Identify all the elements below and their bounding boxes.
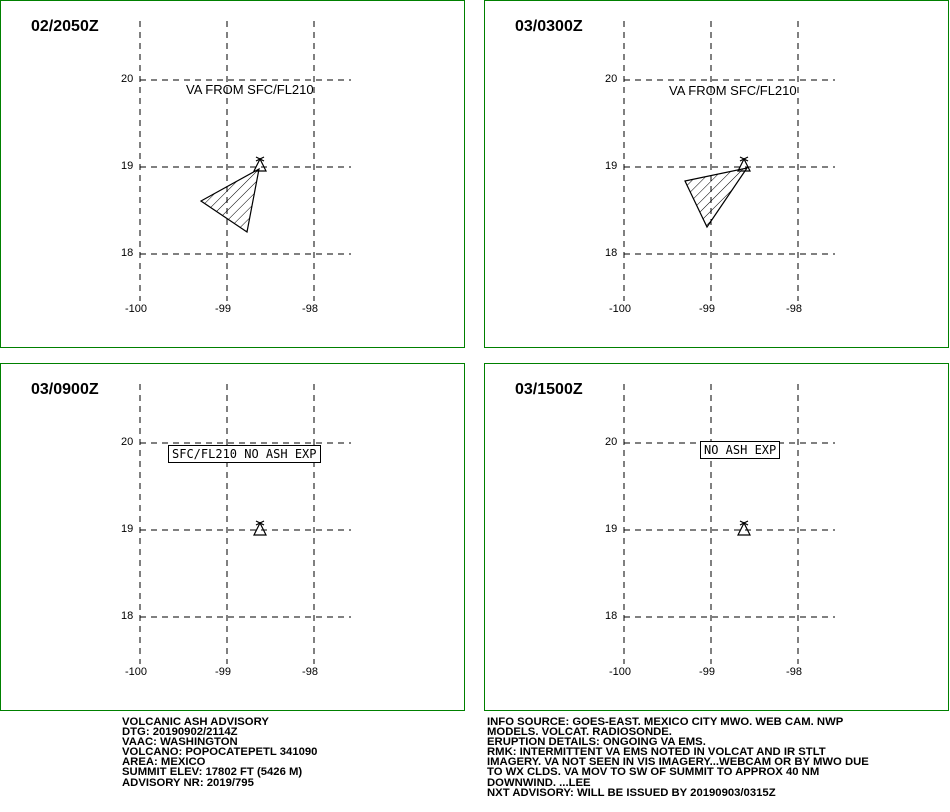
map-grid bbox=[139, 21, 351, 301]
advisory-line: MODELS. VOLCAT. RADIOSONDE. bbox=[487, 726, 672, 739]
volcano-icon bbox=[253, 520, 267, 536]
lat-label: 19 bbox=[121, 523, 134, 535]
advisory-line: SUMMIT ELEV: 17802 FT (5426 M) bbox=[122, 766, 303, 779]
ash-area bbox=[199, 167, 260, 234]
advisory-line: VOLCANIC ASH ADVISORY bbox=[122, 716, 269, 728]
lon-label: -98 bbox=[786, 303, 802, 315]
forecast-panel-3: 03/0900Z SFC/FL210 NO ASH EXP 20 19 18 -… bbox=[0, 363, 465, 711]
advisory-line: VAAC: WASHINGTON bbox=[122, 736, 238, 749]
advisory-line: ADVISORY NR: 2019/795 bbox=[122, 776, 254, 789]
advisory-line: ERUPTION DETAILS: ONGOING VA EMS. bbox=[487, 736, 706, 749]
ash-area bbox=[684, 167, 749, 229]
lat-label: 18 bbox=[605, 247, 618, 259]
panel-time: 02/2050Z bbox=[31, 18, 99, 35]
lat-label: 18 bbox=[605, 610, 618, 622]
forecast-panel-1: 02/2050Z VA FROM SFC/FL210 20 19 18 -100… bbox=[0, 0, 465, 348]
advisory-left: VOLCANIC ASH ADVISORY DTG: 20190902/2114… bbox=[122, 716, 318, 789]
lon-label: -99 bbox=[699, 303, 715, 315]
lon-label: -99 bbox=[215, 303, 231, 315]
advisory-line: VOLCANO: POPOCATEPETL 341090 bbox=[122, 746, 318, 759]
forecast-panel-4: 03/1500Z NO ASH EXP 20 19 18 -100 -99 -9… bbox=[484, 363, 949, 711]
lon-label: -100 bbox=[608, 666, 632, 678]
lat-label: 20 bbox=[605, 436, 618, 448]
lat-label: 20 bbox=[605, 73, 618, 85]
lat-label: 19 bbox=[605, 160, 618, 172]
advisory-line: AREA: MEXICO bbox=[122, 756, 206, 769]
lat-label: 19 bbox=[121, 160, 134, 172]
lon-label: -100 bbox=[608, 303, 632, 315]
forecast-panel-2: 03/0300Z VA FROM SFC/FL210 20 19 18 -100… bbox=[484, 0, 949, 348]
lon-label: -98 bbox=[302, 303, 318, 315]
lon-label: -98 bbox=[302, 666, 318, 678]
advisory-line: IMAGERY. VA NOT SEEN IN VIS IMAGERY...WE… bbox=[487, 756, 869, 769]
lat-label: 20 bbox=[121, 436, 134, 448]
lon-label: -100 bbox=[124, 666, 148, 678]
panel-time: 03/0300Z bbox=[515, 18, 583, 35]
lat-label: 18 bbox=[121, 610, 134, 622]
lat-label: 20 bbox=[121, 73, 134, 85]
panel-time: 03/0900Z bbox=[31, 381, 99, 398]
ash-label: VA FROM SFC/FL210 bbox=[669, 83, 797, 98]
volcano-icon bbox=[737, 156, 751, 172]
volcano-icon bbox=[737, 520, 751, 536]
map-grid bbox=[623, 384, 835, 664]
advisory-line: RMK: INTERMITTENT VA EMS NOTED IN VOLCAT… bbox=[487, 746, 826, 759]
advisory-line: DTG: 20190902/2114Z bbox=[122, 726, 238, 739]
advisory-line: NXT ADVISORY: WILL BE ISSUED BY 20190903… bbox=[487, 786, 776, 799]
advisory-line: INFO SOURCE: GOES-EAST. MEXICO CITY MWO.… bbox=[487, 716, 844, 728]
ash-label: VA FROM SFC/FL210 bbox=[186, 82, 314, 97]
no-ash-label: SFC/FL210 NO ASH EXP bbox=[168, 445, 321, 463]
advisory-line: DOWNWIND. ...LEE bbox=[487, 776, 591, 789]
advisory-right: INFO SOURCE: GOES-EAST. MEXICO CITY MWO.… bbox=[487, 716, 869, 799]
advisory-line: TO WX CLDS. VA MOV TO SW OF SUMMIT TO AP… bbox=[487, 766, 820, 779]
lat-label: 19 bbox=[605, 523, 618, 535]
volcano-icon bbox=[253, 156, 267, 172]
map-grid bbox=[139, 384, 351, 664]
no-ash-label: NO ASH EXP bbox=[700, 441, 781, 459]
lat-label: 18 bbox=[121, 247, 134, 259]
panel-time: 03/1500Z bbox=[515, 381, 583, 398]
lon-label: -100 bbox=[124, 303, 148, 315]
lon-label: -99 bbox=[215, 666, 231, 678]
map-grid bbox=[623, 21, 835, 301]
lon-label: -99 bbox=[699, 666, 715, 678]
lon-label: -98 bbox=[786, 666, 802, 678]
